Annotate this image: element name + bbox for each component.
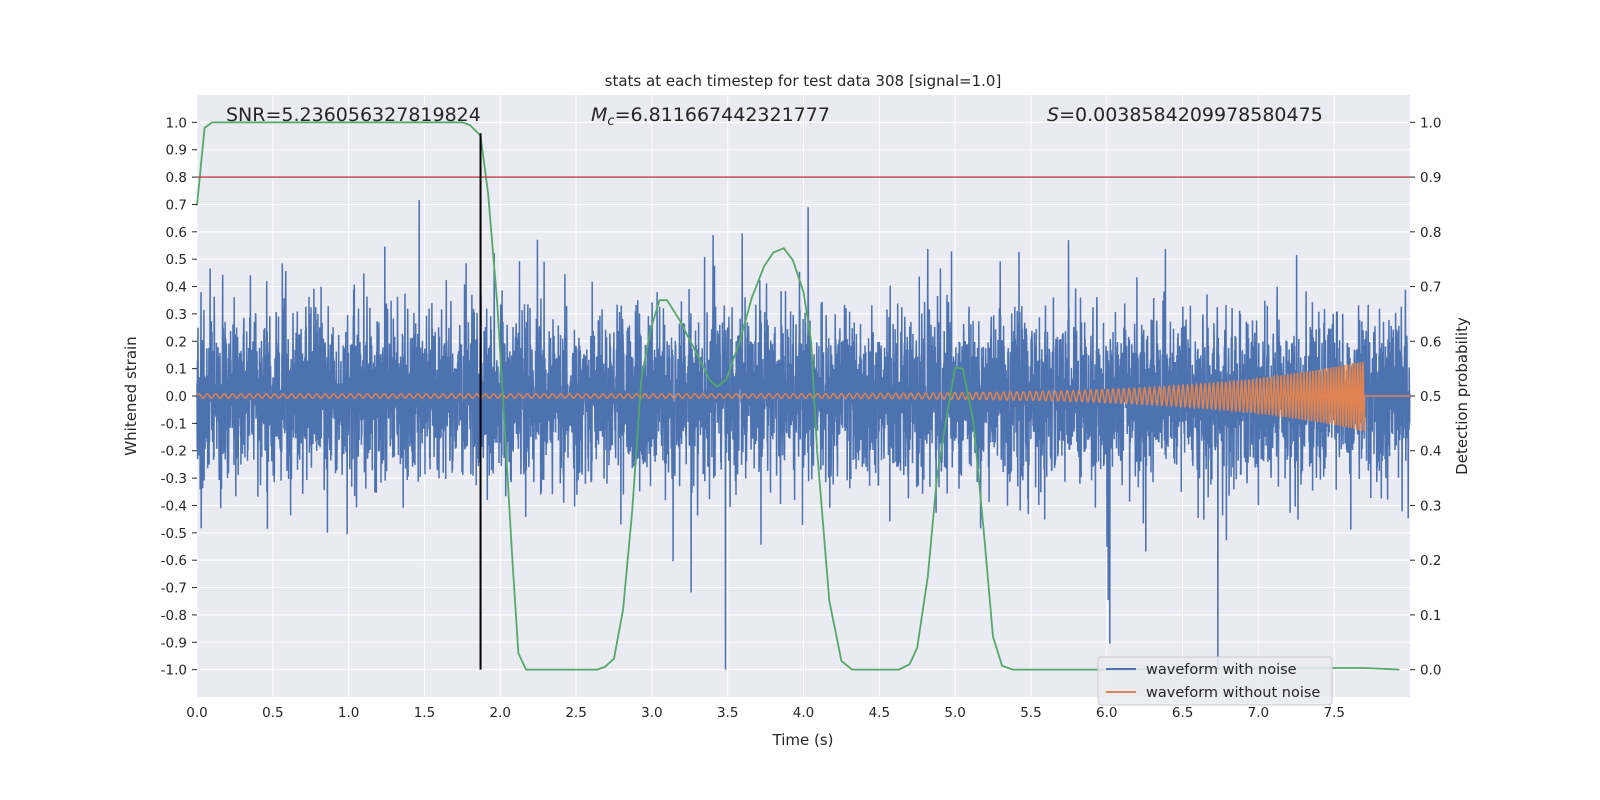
x-tick-label: 2.0 xyxy=(490,705,511,721)
y-tick-label: 0.7 xyxy=(166,197,187,213)
y-tick-label: -0.7 xyxy=(161,581,187,597)
y-tick-label: -0.8 xyxy=(161,608,187,624)
y-right-tick-label: 0.8 xyxy=(1420,225,1441,241)
y-tick-label: 0.6 xyxy=(166,225,187,241)
y-tick-label: 0.0 xyxy=(166,389,187,405)
y-right-tick-label: 0.6 xyxy=(1420,334,1441,350)
y-tick-label: -0.2 xyxy=(161,444,187,460)
x-tick-label: 5.0 xyxy=(944,705,965,721)
legend-box xyxy=(1097,656,1333,706)
y-right-tick-label: 0.2 xyxy=(1420,553,1441,569)
x-tick-label: 1.0 xyxy=(338,705,359,721)
x-tick-label: 4.0 xyxy=(793,705,814,721)
x-tick-label: 3.5 xyxy=(717,705,738,721)
mc-symbol: M xyxy=(591,104,607,126)
detection-probability-line xyxy=(196,121,1400,671)
y-tick-label: 0.2 xyxy=(166,334,187,350)
x-tick-label: 7.0 xyxy=(1248,705,1269,721)
chirp-mass-annotation: Mc=6.811667442321777 xyxy=(591,104,830,129)
y-tick-label: 0.8 xyxy=(166,170,187,186)
y-right-tick-label: 0.9 xyxy=(1420,170,1441,186)
y-tick-label: -0.3 xyxy=(161,471,187,487)
y-tick-label: 0.4 xyxy=(166,280,187,296)
snr-annotation: SNR=5.236056327819824 xyxy=(226,104,481,126)
y-tick-label: 1.0 xyxy=(166,115,187,131)
legend-label-clean: waveform without noise xyxy=(1146,685,1320,701)
x-tick-label: 6.0 xyxy=(1096,705,1117,721)
y-right-tick-label: 1.0 xyxy=(1420,115,1441,131)
x-tick-label: 6.5 xyxy=(1172,705,1193,721)
y-right-tick-label: 0.1 xyxy=(1420,608,1441,624)
y-right-tick-label: 0.5 xyxy=(1420,389,1441,405)
y-right-tick-label: 0.0 xyxy=(1420,663,1441,679)
x-tick-label: 4.5 xyxy=(869,705,890,721)
y-right-tick-label: 0.3 xyxy=(1420,498,1441,514)
x-tick-label: 0.0 xyxy=(186,705,207,721)
y-tick-label: -0.9 xyxy=(161,635,187,651)
x-tick-label: 1.5 xyxy=(414,705,435,721)
chart-title: stats at each timestep for test data 308… xyxy=(605,72,1002,90)
mc-value: =6.811667442321777 xyxy=(615,104,830,126)
y-tick-label: -0.1 xyxy=(161,416,187,432)
clean-waveform-line xyxy=(196,361,1410,432)
x-tick-label: 2.5 xyxy=(565,705,586,721)
x-tick-label: 7.5 xyxy=(1323,705,1344,721)
s-value: =0.0038584209978580475 xyxy=(1059,104,1323,126)
y-tick-label: -0.4 xyxy=(161,498,187,514)
mc-subscript: c xyxy=(607,114,614,129)
y-tick-label: -0.5 xyxy=(161,526,187,542)
x-tick-label: 3.0 xyxy=(641,705,662,721)
y-tick-label: 0.3 xyxy=(166,307,187,323)
noisy-waveform-line xyxy=(196,200,1411,670)
x-tick-label: 5.5 xyxy=(1020,705,1041,721)
s-annotation: S=0.0038584209978580475 xyxy=(1047,104,1323,126)
x-axis-label: Time (s) xyxy=(772,731,834,749)
s-symbol: S xyxy=(1047,104,1059,126)
plot-marks xyxy=(196,121,1411,671)
legend: waveform with noise waveform without noi… xyxy=(1097,656,1333,706)
y-tick-label: -1.0 xyxy=(161,663,187,679)
y-tick-label: 0.1 xyxy=(166,362,187,378)
legend-label-noise: waveform with noise xyxy=(1146,662,1297,678)
y-tick-label: -0.6 xyxy=(161,553,187,569)
y-tick-label: 0.9 xyxy=(166,143,187,159)
y-axis-right-label: Detection probability xyxy=(1453,317,1471,475)
y-tick-label: 0.5 xyxy=(166,252,187,268)
tick-labels: 0.0 0.5 1.0 1.5 2.0 2.5 3.0 3.5 4.0 4.5 5.0 5.5 6.0 6… xyxy=(161,115,1442,721)
y-right-tick-label: 0.7 xyxy=(1420,280,1441,296)
y-axis-label: Whitened strain xyxy=(122,336,140,455)
x-tick-label: 0.5 xyxy=(262,705,283,721)
y-right-tick-label: 0.4 xyxy=(1420,444,1441,460)
